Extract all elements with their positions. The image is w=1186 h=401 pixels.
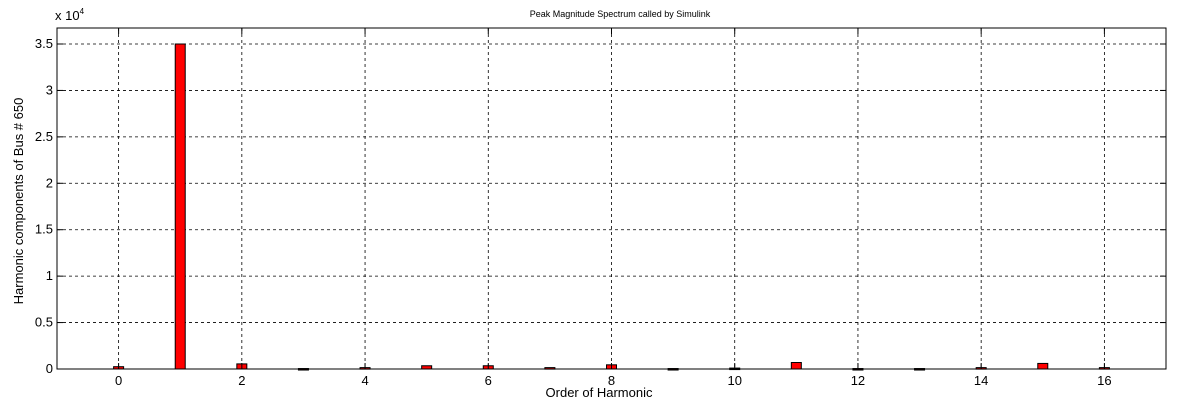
- y-tick-label: 3: [46, 82, 53, 97]
- y-tick-label: 3.5: [35, 36, 53, 51]
- y-tick-label: 1: [46, 268, 53, 283]
- x-tick-label: 8: [608, 373, 615, 388]
- chart-title: Peak Magnitude Spectrum called by Simuli…: [530, 9, 711, 19]
- y-multiplier-label: x 104: [55, 7, 85, 23]
- bar: [1037, 362, 1049, 370]
- x-axis-label: Order of Harmonic: [546, 385, 653, 400]
- y-tick-label: 2: [46, 175, 53, 190]
- bar: [174, 43, 186, 370]
- y-tick-label: 0.5: [35, 315, 53, 330]
- x-tick-label: 16: [1097, 373, 1111, 388]
- y-tick-label: 1.5: [35, 222, 53, 237]
- bar: [790, 362, 802, 370]
- y-tick-label: 0: [46, 361, 53, 376]
- x-tick-label: 4: [361, 373, 368, 388]
- x-tick-label: 14: [974, 373, 988, 388]
- x-tick-label: 0: [115, 373, 122, 388]
- x-tick-label: 10: [727, 373, 741, 388]
- y-tick-label: 2.5: [35, 129, 53, 144]
- x-tick-label: 12: [851, 373, 865, 388]
- x-tick-label: 6: [485, 373, 492, 388]
- y-axis-label: Harmonic components of Bus # 650: [11, 98, 26, 305]
- x-tick-label: 2: [238, 373, 245, 388]
